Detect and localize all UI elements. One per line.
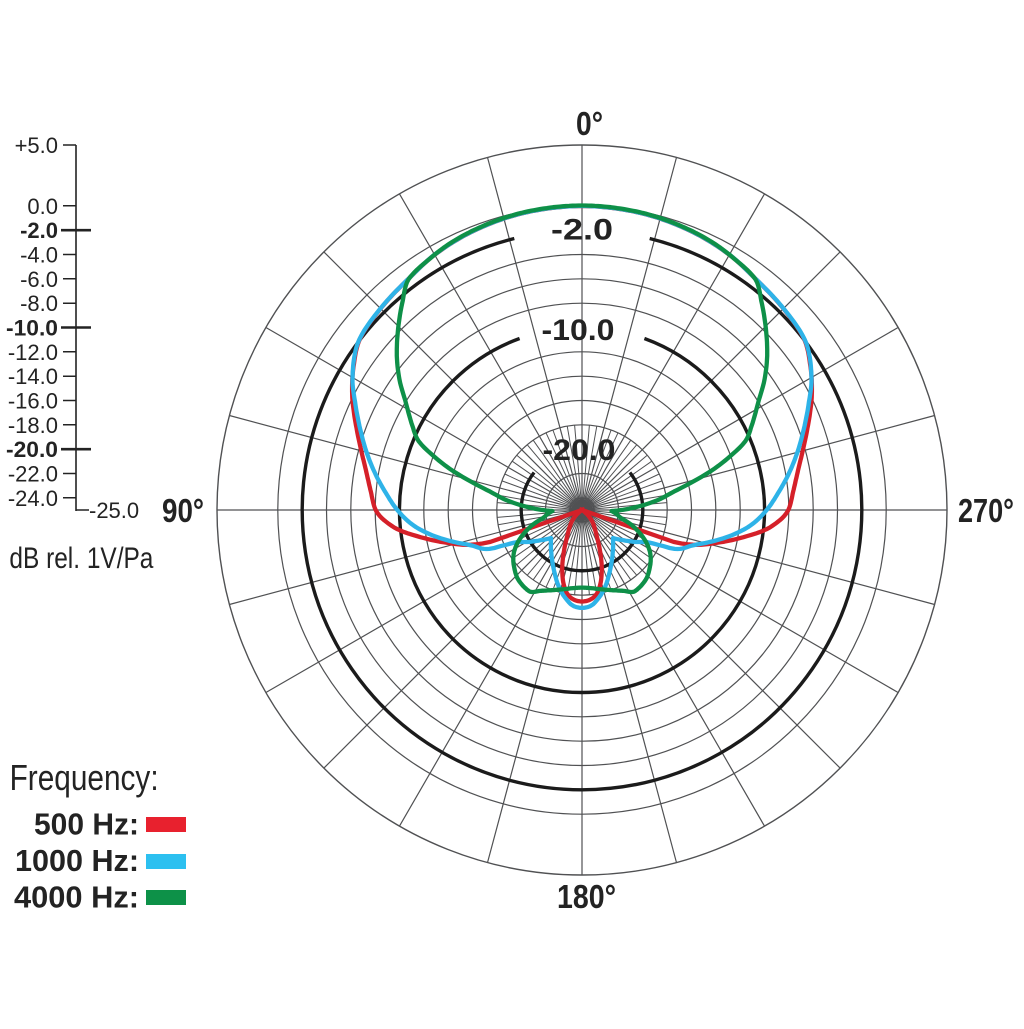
svg-text:-6.0: -6.0 xyxy=(20,267,58,292)
svg-text:0.0: 0.0 xyxy=(27,194,58,219)
svg-text:-18.0: -18.0 xyxy=(8,413,58,438)
svg-text:500 Hz:: 500 Hz: xyxy=(34,806,139,841)
svg-text:-22.0: -22.0 xyxy=(8,462,58,487)
svg-text:-2.0: -2.0 xyxy=(20,218,58,243)
svg-text:0°: 0° xyxy=(576,105,603,142)
svg-text:90°: 90° xyxy=(162,492,204,529)
svg-text:-16.0: -16.0 xyxy=(8,389,58,414)
svg-text:+5.0: +5.0 xyxy=(15,133,58,158)
svg-text:4000 Hz:: 4000 Hz: xyxy=(14,879,139,914)
svg-text:-10.0: -10.0 xyxy=(542,314,615,347)
svg-text:-25.0: -25.0 xyxy=(89,498,139,523)
svg-text:180°: 180° xyxy=(557,878,616,915)
svg-text:-14.0: -14.0 xyxy=(8,364,58,389)
svg-text:-20.0: -20.0 xyxy=(543,434,616,467)
svg-text:-8.0: -8.0 xyxy=(20,291,58,316)
svg-text:-20.0: -20.0 xyxy=(6,437,58,462)
svg-text:-2.0: -2.0 xyxy=(551,214,613,247)
svg-text:1000 Hz:: 1000 Hz: xyxy=(15,843,139,878)
svg-text:-10.0: -10.0 xyxy=(6,316,58,341)
svg-text:-12.0: -12.0 xyxy=(8,340,58,365)
svg-text:270°: 270° xyxy=(958,492,1014,529)
svg-text:-4.0: -4.0 xyxy=(20,243,58,268)
svg-text:dB rel. 1V/Pa: dB rel. 1V/Pa xyxy=(9,542,153,575)
svg-text:Frequency:: Frequency: xyxy=(10,757,159,798)
svg-text:-24.0: -24.0 xyxy=(8,486,58,511)
